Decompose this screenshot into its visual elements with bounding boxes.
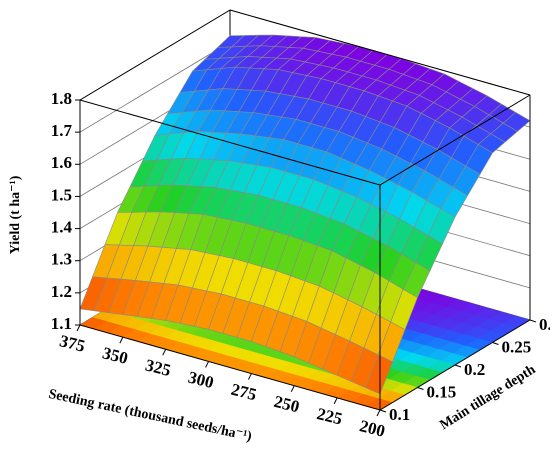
x-tick-label: 250 [272,392,301,417]
x-tick [119,336,124,344]
z-tick-label: 1.3 [51,250,72,269]
x-tick-label: 375 [58,331,87,356]
x-tick [205,361,210,368]
x-tick-label: 350 [101,343,130,368]
x-tick [376,409,381,417]
box-edge [79,324,381,411]
x-tick [333,397,338,405]
x-tick-label: 275 [229,380,258,405]
x-tick [247,373,252,380]
x-tick [76,324,81,332]
y-tick-label: 0.25 [502,337,532,356]
y-tick-label: 0.15 [427,382,457,401]
z-tick-label: 1.2 [51,282,72,301]
box-edge [79,9,231,101]
surface-cell [365,354,393,395]
x-tick-label: 300 [186,368,215,393]
x-tick-label: 225 [315,404,344,429]
z-tick-label: 1.7 [51,121,73,140]
y-tick [492,342,499,345]
box-edge [379,94,531,186]
x-axis-title: Seeding rate (thousand seeds/ha⁻¹) [47,387,253,445]
y-tick [417,387,424,390]
x-tick-label: 200 [358,416,387,441]
y-tick-label: 0.2 [464,360,485,379]
z-tick-label: 1.6 [51,153,72,172]
x-tick-label: 325 [143,355,172,380]
z-axis-title: Yield (t ha⁻¹) [8,175,23,254]
box-edge [79,99,381,186]
y-tick [529,319,537,323]
z-tick-label: 1.1 [51,314,72,333]
box-edge [229,9,531,96]
z-tick-label: 1.5 [51,185,72,204]
y-tick-label: 0.1 [389,405,410,424]
y-tick-label: 0.3 [539,315,550,334]
y-tick [379,409,387,413]
z-tick-label: 1.8 [51,89,72,108]
x-tick [290,385,295,392]
z-tick-label: 1.4 [51,217,73,236]
y-tick [454,364,462,368]
x-tick [162,349,167,356]
